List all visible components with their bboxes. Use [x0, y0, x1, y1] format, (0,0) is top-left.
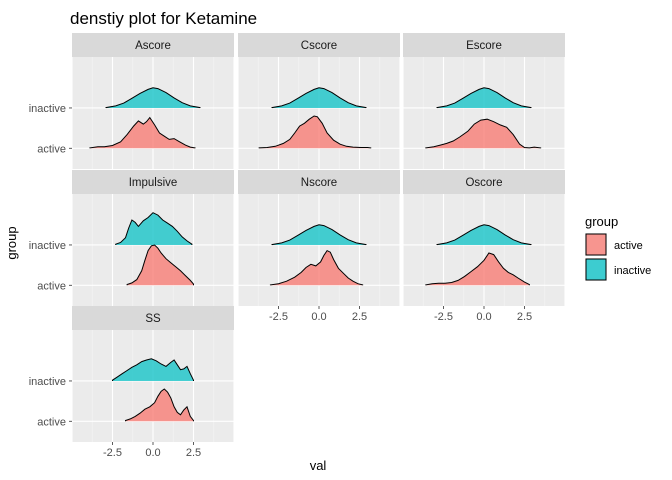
facet-strip-label: Ascore [135, 40, 171, 52]
facet-ascore: Ascore inactive active [29, 33, 235, 169]
facet-strip [72, 33, 234, 57]
ridge-fill-active [125, 389, 194, 422]
facet-escore: Escore [402, 33, 566, 169]
facet-nscore: Nscore -2.5 0.0 2.5 [237, 170, 401, 323]
facet-strip-label: Cscore [301, 40, 337, 52]
ridge-fill-active [89, 117, 196, 149]
facet-strip [72, 306, 234, 330]
ridge-line-inactive [112, 358, 194, 381]
ridge-fill-inactive [106, 87, 200, 108]
legend-title: group [585, 214, 618, 229]
ridge-line-active [125, 388, 194, 422]
ridge-fill-inactive [272, 224, 366, 245]
x-tick-label: 0.0 [311, 311, 326, 323]
x-tick-label: -2.5 [103, 447, 122, 459]
ridge-line-active [425, 252, 530, 286]
ridge-line-inactive [436, 87, 532, 109]
ridge-fill-inactive [437, 87, 531, 108]
facet-oscore: Oscore -2.5 0.0 2.5 [402, 170, 566, 323]
ridge-fill-inactive [272, 87, 366, 108]
x-tick-label: -2.5 [269, 311, 288, 323]
ridge-line-active [89, 116, 196, 149]
ridge-line-inactive [271, 224, 367, 246]
facet-strip-label: SS [145, 313, 161, 325]
ridge-fill-inactive [112, 358, 194, 381]
legend-label-active: active [614, 240, 643, 252]
facet-ss: SS inactive active -2.5 0.0 2.5 [29, 306, 235, 459]
y-tick-label: active [37, 143, 66, 155]
ridge-line-inactive [105, 87, 201, 109]
ridge-line-inactive [436, 224, 532, 246]
ridge-fill-active [127, 245, 194, 286]
ridge-fill-active [425, 253, 530, 286]
ridge-line-active [258, 115, 372, 149]
y-tick-label: active [37, 280, 66, 292]
facet-strip-label: Escore [466, 40, 502, 52]
facet-strip-label: Nscore [301, 177, 337, 189]
x-tick-label: 2.5 [352, 311, 367, 323]
ridge-line-active [269, 249, 364, 286]
ridge-line-inactive [115, 212, 193, 245]
ridge-fill-active [270, 250, 363, 286]
facet-strip-label: Impulsive [129, 177, 178, 189]
chart-title: denstiy plot for Ketamine [70, 9, 257, 28]
x-tick-label: 0.0 [476, 311, 491, 323]
facet-panels: Ascore inactive active Cscore Escore Impulsiv… [29, 33, 566, 459]
legend-label-inactive: inactive [614, 265, 651, 277]
facet-impulsive: Impulsive inactive active [29, 170, 235, 306]
x-tick-label: 0.0 [145, 447, 160, 459]
legend-swatch-inactive [585, 258, 607, 281]
ridge-line-active [425, 118, 542, 149]
ridge-fill-inactive [437, 224, 531, 245]
x-axis-title: val [310, 458, 327, 473]
y-axis-title: group [4, 226, 19, 259]
facet-strip-label: Oscore [465, 177, 502, 189]
y-tick-label: inactive [29, 240, 66, 252]
facet-cscore: Cscore [237, 33, 401, 169]
x-tick-label: -2.5 [434, 311, 453, 323]
ridge-fill-active [425, 119, 541, 149]
facet-strip [238, 170, 400, 194]
facet-strip [72, 170, 234, 194]
x-tick-label: 2.5 [517, 311, 532, 323]
legend: group active inactive [585, 214, 651, 281]
y-tick-label: inactive [29, 103, 66, 115]
y-tick-label: inactive [29, 376, 66, 388]
ridge-line-inactive [271, 87, 367, 109]
facet-strip [238, 33, 400, 57]
ridge-fill-active [259, 116, 371, 149]
ridge-line-active [126, 244, 194, 286]
ridge-fill-inactive [115, 212, 192, 245]
facet-strip [403, 170, 565, 194]
facet-strip [403, 33, 565, 57]
legend-swatch-active [585, 233, 607, 256]
x-tick-label: 2.5 [186, 447, 201, 459]
y-tick-label: active [37, 416, 66, 428]
